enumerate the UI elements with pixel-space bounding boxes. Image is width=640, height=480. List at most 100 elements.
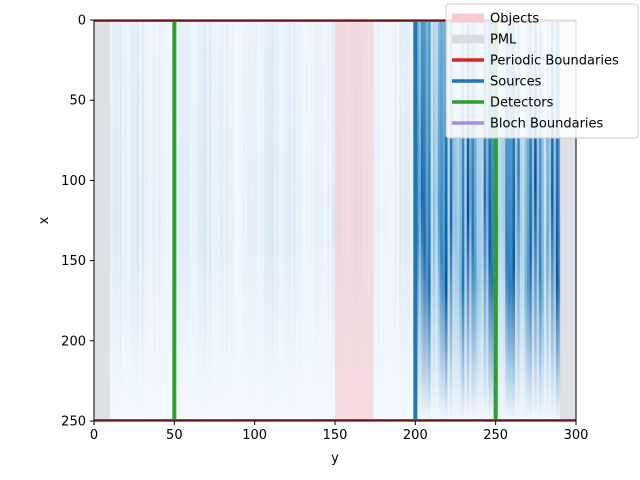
field-stripe: [271, 20, 275, 421]
field-stripe: [146, 20, 149, 421]
field-stripe: [459, 20, 463, 421]
field-stripe: [498, 20, 501, 421]
field-stripe: [259, 20, 263, 421]
field-stripe: [406, 20, 410, 421]
field-stripe: [153, 20, 157, 421]
field-stripe: [276, 20, 280, 421]
field-stripe: [240, 20, 243, 421]
field-stripe: [317, 20, 321, 421]
x-axis-label: y: [331, 451, 339, 466]
field-stripe: [249, 20, 253, 421]
field-stripe: [522, 20, 525, 421]
field-stripe: [114, 20, 118, 421]
field-stripe: [254, 20, 258, 421]
field-stripe: [392, 20, 395, 421]
field-stripe: [500, 20, 504, 421]
y-tick-label: 150: [61, 254, 86, 269]
x-axis-ticks: 0 50 100 150 200 250 300: [90, 421, 588, 443]
field-stripe: [237, 20, 241, 421]
region-layer: [94, 20, 576, 421]
field-stripe: [201, 20, 205, 421]
field-stripe: [225, 20, 229, 421]
field-stripe: [293, 20, 296, 421]
field-stripe: [541, 20, 545, 421]
field-stripe: [141, 20, 145, 421]
field-stripe: [319, 20, 323, 421]
field-stripe: [295, 20, 299, 421]
legend-label: Objects: [490, 12, 539, 27]
field-stripe: [517, 20, 521, 421]
field-stripe: [158, 20, 161, 421]
field-stripe: [163, 20, 166, 421]
pml-region: [94, 20, 111, 421]
field-stripe: [478, 20, 482, 421]
field-stripe: [420, 20, 424, 421]
field-stripe: [138, 20, 142, 421]
y-axis-label: x: [37, 216, 52, 224]
field-stripe: [534, 20, 537, 421]
legend-label: Bloch Boundaries: [490, 117, 604, 132]
field-stripe: [264, 20, 268, 421]
field-stripe: [425, 20, 429, 421]
field-stripe: [126, 20, 130, 421]
field-stripe: [531, 20, 535, 421]
field-stripe: [512, 20, 516, 421]
x-tick-label: 150: [323, 428, 348, 443]
field-stripe: [266, 20, 270, 421]
field-stripe: [242, 20, 246, 421]
field-stripe: [117, 20, 121, 421]
field-stripe: [483, 20, 487, 421]
field-stripe: [454, 20, 458, 421]
field-stripe: [194, 20, 198, 421]
field-stripe: [536, 20, 540, 421]
field-stripe: [326, 20, 330, 421]
field-stripe: [329, 20, 333, 421]
field-stripe: [247, 20, 251, 421]
field-stripe: [206, 20, 210, 421]
field-stripe: [235, 20, 239, 421]
field-stripe: [189, 20, 193, 421]
field-stripe: [442, 20, 446, 421]
field-stripe: [529, 20, 533, 421]
field-stripe: [273, 20, 277, 421]
field-stripe: [490, 20, 494, 421]
field-stripe: [175, 20, 178, 421]
field-stripe: [408, 20, 412, 421]
field-stripe: [555, 20, 559, 421]
field-stripe: [285, 20, 289, 421]
field-stripe: [232, 20, 236, 421]
field-stripe: [211, 20, 214, 421]
y-axis-ticks: 0 50 100 150 200 250: [61, 14, 94, 430]
field-stripe: [307, 20, 311, 421]
field-stripe: [502, 20, 506, 421]
field-stripe: [507, 20, 511, 421]
field-stripe: [324, 20, 328, 421]
field-stripe: [300, 20, 304, 421]
field-stripe: [208, 20, 212, 421]
field-stripe: [155, 20, 159, 421]
legend: Objects PML Periodic Boundaries Sources Dete…: [445, 3, 639, 139]
field-stripe: [269, 20, 272, 421]
field-stripe: [261, 20, 265, 421]
field-stripe: [257, 20, 260, 421]
field-stripe: [230, 20, 234, 421]
field-stripe: [510, 20, 513, 421]
field-stripe: [526, 20, 530, 421]
field-stripe: [331, 20, 335, 421]
field-stripe: [288, 20, 292, 421]
field-stripe: [384, 20, 388, 421]
field-stripe: [213, 20, 217, 421]
field-stripe: [389, 20, 393, 421]
field-stripe: [543, 20, 547, 421]
field-stripe: [148, 20, 152, 421]
x-tick-label: 0: [90, 428, 98, 443]
field-stripe: [199, 20, 202, 421]
field-stripe: [481, 20, 484, 421]
field-stripe: [143, 20, 147, 421]
field-stripe: [312, 20, 316, 421]
field-stripe: [375, 20, 378, 421]
field-stripe: [314, 20, 318, 421]
field-stripe: [519, 20, 523, 421]
y-tick-label: 50: [69, 94, 86, 109]
field-stripe: [558, 20, 562, 421]
